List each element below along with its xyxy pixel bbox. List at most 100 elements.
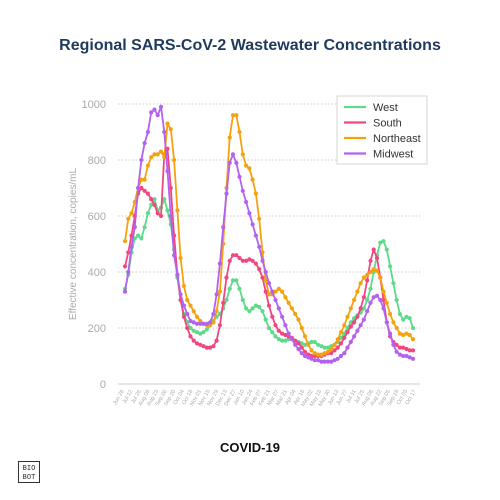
- data-point: [410, 356, 416, 361]
- data-point: [410, 337, 416, 342]
- series-midwest: [122, 104, 416, 364]
- data-point: [136, 185, 141, 191]
- data-point: [345, 330, 350, 335]
- data-point: [345, 314, 350, 319]
- legend-item-northeast: Northeast: [344, 133, 421, 145]
- data-point: [302, 349, 308, 354]
- data-point: [309, 356, 314, 361]
- data-point: [397, 311, 402, 317]
- data-point: [165, 169, 170, 174]
- data-point: [270, 289, 275, 294]
- data-point: [368, 258, 373, 263]
- data-point: [250, 258, 255, 263]
- data-point: [224, 275, 229, 280]
- y-tick-labels: 0 200 400 600 800 1000: [82, 99, 106, 391]
- data-point: [299, 325, 304, 331]
- data-point: [250, 306, 255, 311]
- data-point: [381, 306, 386, 311]
- data-point: [247, 166, 252, 171]
- data-point: [381, 297, 386, 303]
- data-point: [221, 300, 226, 305]
- data-point: [394, 342, 399, 347]
- data-point: [214, 338, 219, 343]
- data-point: [240, 258, 245, 263]
- data-point: [358, 306, 363, 311]
- y-axis-label: Effective concentration, copies/mL: [68, 168, 79, 321]
- data-point: [149, 110, 154, 115]
- data-point: [129, 211, 134, 216]
- data-point: [191, 328, 196, 333]
- logo-line-2: BOT: [22, 473, 36, 481]
- data-point: [319, 344, 324, 349]
- data-point: [316, 352, 321, 357]
- data-point: [410, 348, 416, 353]
- data-point: [230, 113, 236, 118]
- data-point: [247, 309, 252, 314]
- data-point: [309, 339, 314, 345]
- data-point: [240, 297, 245, 303]
- data-point: [302, 334, 308, 339]
- data-point: [404, 346, 409, 352]
- data-point: [178, 255, 183, 261]
- data-point: [217, 289, 222, 294]
- legend: West South Northeast Midwest: [336, 95, 428, 165]
- data-point: [342, 351, 347, 356]
- data-point: [250, 222, 255, 227]
- data-point: [361, 295, 366, 300]
- data-point: [266, 292, 272, 297]
- data-point: [280, 338, 285, 343]
- data-point: [227, 160, 232, 165]
- data-point: [338, 341, 344, 346]
- data-point: [352, 320, 357, 325]
- data-point: [244, 163, 249, 168]
- data-point: [348, 339, 353, 345]
- data-point: [404, 353, 409, 359]
- data-point: [335, 345, 340, 350]
- data-point: [181, 283, 186, 289]
- data-point: [384, 247, 389, 252]
- data-point: [126, 269, 131, 275]
- data-point: [204, 321, 209, 326]
- data-point: [394, 349, 399, 354]
- data-point: [122, 289, 128, 294]
- data-point: [325, 359, 330, 364]
- data-point: [129, 244, 134, 249]
- data-point: [329, 359, 334, 364]
- data-point: [253, 303, 258, 308]
- data-point: [289, 306, 294, 311]
- data-point: [368, 300, 373, 305]
- data-point: [332, 342, 337, 347]
- legend-label: South: [373, 118, 402, 130]
- data-point: [407, 348, 412, 353]
- data-point: [234, 160, 239, 165]
- data-point: [365, 297, 370, 303]
- data-point: [352, 297, 357, 303]
- data-point: [136, 233, 141, 238]
- data-point: [168, 213, 173, 219]
- data-point: [410, 325, 416, 331]
- data-point: [332, 348, 337, 353]
- data-point: [283, 338, 288, 343]
- data-point: [175, 272, 180, 277]
- data-point: [276, 286, 281, 291]
- y-tick-label: 1000: [82, 99, 106, 111]
- data-point: [185, 311, 190, 317]
- data-point: [371, 247, 376, 252]
- data-point: [355, 314, 360, 319]
- data-point: [139, 177, 144, 182]
- data-point: [244, 306, 249, 311]
- data-point: [316, 358, 321, 363]
- data-point: [178, 292, 183, 297]
- data-point: [165, 208, 170, 213]
- data-point: [388, 264, 393, 269]
- data-point: [145, 191, 150, 196]
- data-point: [296, 317, 301, 322]
- data-point: [204, 327, 209, 332]
- data-point: [175, 208, 180, 213]
- data-point: [158, 149, 164, 154]
- data-point: [306, 355, 311, 360]
- data-point: [338, 330, 344, 335]
- data-point: [149, 197, 154, 202]
- data-point: [286, 300, 291, 305]
